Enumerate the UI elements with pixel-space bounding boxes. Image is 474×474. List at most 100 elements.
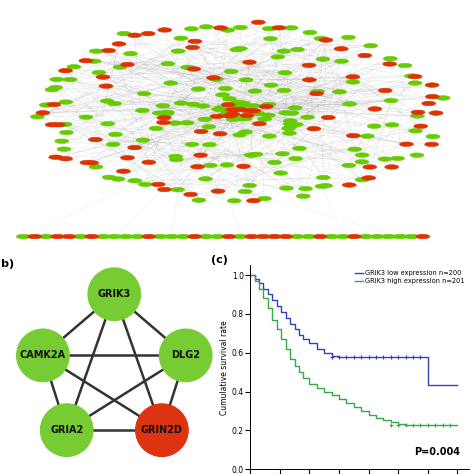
GRIK3 high expression n=201	[296, 364, 302, 369]
Ellipse shape	[169, 157, 183, 162]
Ellipse shape	[58, 122, 72, 127]
Ellipse shape	[414, 124, 428, 128]
Ellipse shape	[398, 64, 412, 68]
Ellipse shape	[210, 234, 224, 239]
Ellipse shape	[425, 83, 439, 87]
Ellipse shape	[342, 183, 356, 187]
Ellipse shape	[283, 131, 297, 136]
Ellipse shape	[216, 92, 229, 97]
Text: P=0.004: P=0.004	[414, 447, 461, 457]
Ellipse shape	[92, 70, 106, 75]
Ellipse shape	[157, 187, 172, 192]
Ellipse shape	[157, 116, 171, 120]
Ellipse shape	[169, 154, 182, 159]
Ellipse shape	[382, 234, 395, 239]
GRIK3 high expression n=201	[329, 392, 335, 398]
Ellipse shape	[73, 234, 87, 239]
Ellipse shape	[336, 234, 350, 239]
Ellipse shape	[253, 121, 266, 126]
Ellipse shape	[128, 146, 142, 150]
Ellipse shape	[289, 156, 302, 161]
GRIK3 low expression n=200	[261, 286, 266, 292]
Ellipse shape	[62, 234, 76, 239]
Ellipse shape	[226, 108, 240, 112]
Ellipse shape	[425, 142, 438, 146]
Ellipse shape	[333, 90, 346, 94]
Ellipse shape	[214, 106, 228, 110]
Ellipse shape	[341, 35, 356, 40]
Ellipse shape	[358, 53, 372, 58]
Ellipse shape	[258, 117, 272, 121]
Text: GRIA2: GRIA2	[50, 425, 83, 435]
Ellipse shape	[67, 64, 81, 69]
Ellipse shape	[283, 118, 297, 123]
Ellipse shape	[243, 60, 256, 64]
Ellipse shape	[257, 196, 272, 201]
Ellipse shape	[221, 102, 235, 107]
Ellipse shape	[359, 234, 373, 239]
Text: (b): (b)	[0, 259, 14, 269]
Ellipse shape	[264, 83, 278, 87]
Ellipse shape	[184, 27, 199, 31]
GRIK3 high expression n=201	[455, 422, 460, 428]
Ellipse shape	[227, 199, 241, 203]
Ellipse shape	[241, 108, 255, 113]
Ellipse shape	[158, 27, 172, 32]
Ellipse shape	[136, 138, 150, 142]
Ellipse shape	[383, 56, 397, 61]
Ellipse shape	[408, 74, 422, 79]
Ellipse shape	[272, 26, 286, 30]
Ellipse shape	[233, 234, 247, 239]
Ellipse shape	[185, 142, 199, 146]
Ellipse shape	[101, 121, 115, 126]
Ellipse shape	[228, 114, 242, 118]
Ellipse shape	[226, 112, 239, 116]
Ellipse shape	[112, 42, 126, 46]
Ellipse shape	[191, 87, 205, 91]
Ellipse shape	[368, 107, 382, 111]
Ellipse shape	[59, 130, 73, 135]
Ellipse shape	[275, 152, 290, 156]
Ellipse shape	[219, 86, 232, 91]
Ellipse shape	[316, 57, 330, 61]
GRIK3 low expression n=200	[247, 272, 253, 278]
Ellipse shape	[207, 76, 220, 80]
Ellipse shape	[239, 78, 253, 82]
Ellipse shape	[231, 100, 245, 105]
Ellipse shape	[149, 126, 163, 131]
Ellipse shape	[153, 234, 167, 239]
Circle shape	[40, 404, 93, 456]
Ellipse shape	[160, 111, 174, 116]
Ellipse shape	[238, 116, 252, 121]
Ellipse shape	[117, 31, 131, 36]
Ellipse shape	[267, 234, 282, 239]
Ellipse shape	[301, 234, 316, 239]
Text: GRIK3: GRIK3	[98, 289, 131, 299]
Ellipse shape	[113, 65, 127, 69]
GRIK3 high expression n=201	[410, 422, 416, 428]
Ellipse shape	[237, 164, 250, 169]
Ellipse shape	[165, 234, 179, 239]
Ellipse shape	[408, 81, 422, 85]
Ellipse shape	[319, 38, 333, 42]
GRIK3 high expression n=201	[278, 336, 284, 342]
Ellipse shape	[223, 110, 237, 115]
Ellipse shape	[360, 134, 374, 138]
Ellipse shape	[378, 157, 392, 161]
Ellipse shape	[367, 124, 381, 128]
Ellipse shape	[296, 194, 310, 199]
Ellipse shape	[156, 120, 171, 125]
Ellipse shape	[136, 108, 149, 113]
Ellipse shape	[355, 160, 369, 164]
Ellipse shape	[120, 62, 135, 67]
Ellipse shape	[193, 153, 208, 157]
Ellipse shape	[315, 184, 329, 189]
Ellipse shape	[284, 124, 299, 128]
Ellipse shape	[202, 125, 216, 129]
Ellipse shape	[233, 133, 246, 137]
Ellipse shape	[259, 104, 273, 109]
Ellipse shape	[262, 102, 276, 107]
Ellipse shape	[51, 234, 64, 239]
Ellipse shape	[307, 127, 321, 131]
Ellipse shape	[233, 46, 247, 51]
